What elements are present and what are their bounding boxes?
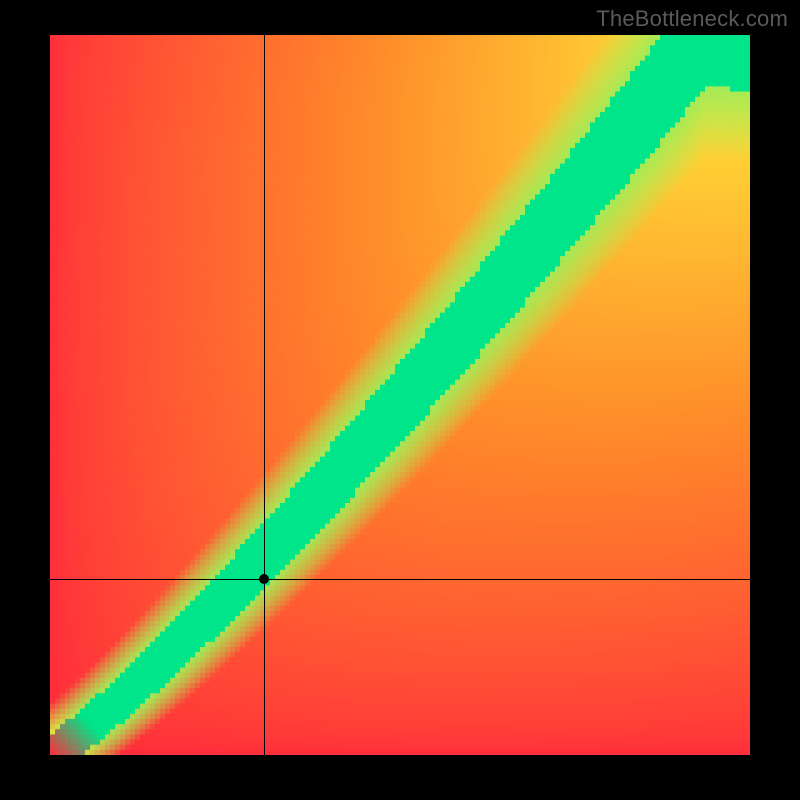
watermark-text: TheBottleneck.com <box>596 6 788 32</box>
crosshair-horizontal <box>50 579 750 580</box>
crosshair-vertical <box>264 35 265 755</box>
heatmap-canvas <box>50 35 750 755</box>
chart-container: TheBottleneck.com <box>0 0 800 800</box>
crosshair-marker <box>259 574 269 584</box>
plot-area <box>50 35 750 755</box>
